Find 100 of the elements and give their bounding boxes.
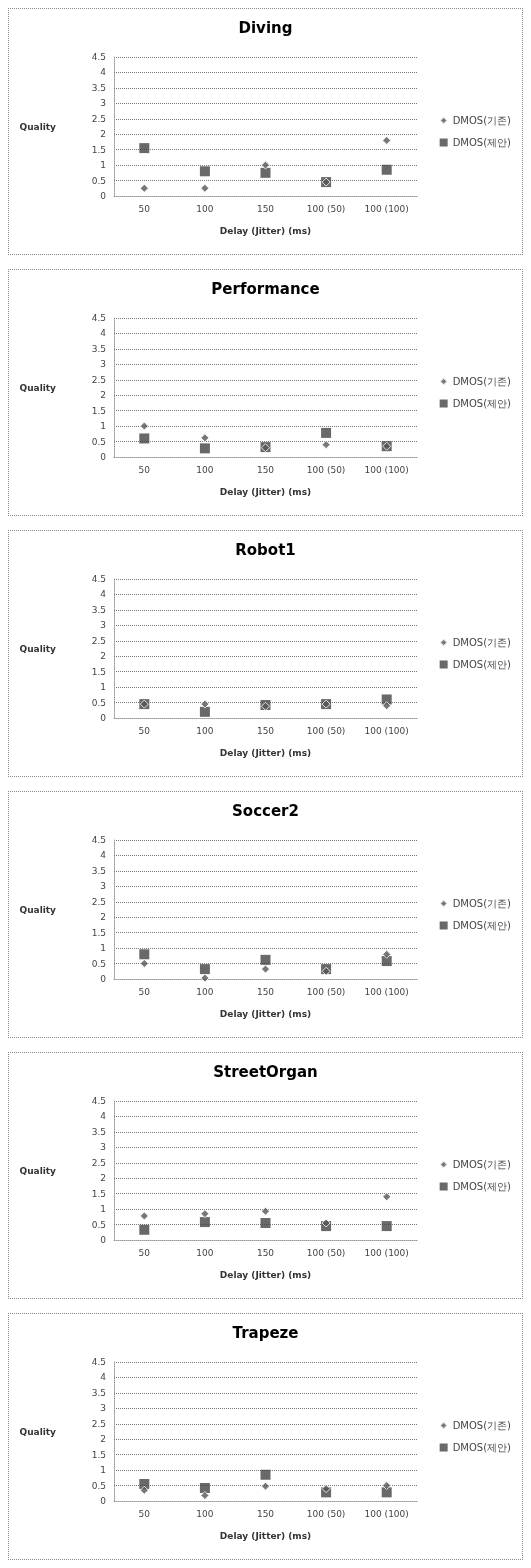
point xyxy=(321,427,332,438)
x-tick-label: 150 xyxy=(256,725,275,736)
legend-label: DMOS(기존) xyxy=(452,1420,512,1431)
point xyxy=(381,956,392,967)
x-axis-title: Delay (Jitter) (ms) xyxy=(219,1269,312,1280)
point xyxy=(382,135,392,145)
x-tick-label: 100 xyxy=(196,1247,214,1258)
point xyxy=(260,1218,271,1229)
y-tick-label: 1.5 xyxy=(91,1449,106,1460)
point xyxy=(260,954,271,965)
chart-title: Trapeze xyxy=(232,1323,299,1342)
point xyxy=(321,440,331,450)
point xyxy=(261,964,270,974)
legend-label: DMOS(기존) xyxy=(452,376,512,387)
y-tick-label: 0.5 xyxy=(91,436,106,447)
x-tick-label: 50 xyxy=(138,725,151,736)
y-tick-label: 3 xyxy=(100,620,106,631)
y-tick-label: 4.5 xyxy=(91,835,106,845)
y-tick-label: 4.5 xyxy=(91,1096,106,1106)
y-axis-title: Quality xyxy=(19,1165,57,1176)
x-axis-title: Delay (Jitter) (ms) xyxy=(219,486,312,497)
y-tick-label: 4.5 xyxy=(91,574,106,584)
y-tick-label: 3 xyxy=(100,1403,106,1414)
x-tick-label: 50 xyxy=(138,1508,151,1519)
x-tick-label: 100 xyxy=(196,986,214,997)
point xyxy=(261,1206,270,1216)
point xyxy=(260,1469,271,1480)
y-tick-label: 4 xyxy=(100,589,107,600)
x-tick-label: 100 (50) xyxy=(306,725,346,736)
y-tick-label: 4 xyxy=(100,1372,107,1383)
y-tick-label: 1 xyxy=(100,1465,106,1476)
y-tick-label: 2.5 xyxy=(91,374,106,385)
x-tick-label: 150 xyxy=(256,203,275,214)
x-tick-label: 50 xyxy=(138,464,151,475)
point xyxy=(261,160,270,170)
y-tick-label: 0 xyxy=(100,1496,107,1506)
point xyxy=(139,421,149,431)
y-axis-title: Quality xyxy=(19,121,57,132)
y-tick-label: 1.5 xyxy=(91,1188,106,1199)
point xyxy=(139,1485,149,1495)
x-axis-title: Delay (Jitter) (ms) xyxy=(219,225,312,236)
y-tick-label: 3 xyxy=(100,359,106,370)
point xyxy=(199,166,210,177)
y-tick-label: 3.5 xyxy=(91,1126,106,1137)
y-tick-label: 0.5 xyxy=(91,1219,106,1230)
point xyxy=(200,1209,210,1219)
y-tick-label: 0.5 xyxy=(91,1480,106,1491)
y-tick-label: 4.5 xyxy=(91,52,106,62)
y-tick-label: 2.5 xyxy=(91,1418,106,1429)
x-tick-label: 50 xyxy=(138,1247,151,1258)
chart-title: Diving xyxy=(238,18,293,37)
x-tick-label: 100 xyxy=(196,464,214,475)
chart-title: Performance xyxy=(211,279,320,298)
point xyxy=(139,433,150,444)
x-tick-label: 100 (50) xyxy=(306,1508,346,1519)
legend-label: DMOS(제안) xyxy=(452,137,512,148)
y-tick-label: 2 xyxy=(100,1173,106,1184)
x-tick-label: 100 (50) xyxy=(306,1247,346,1258)
point xyxy=(200,183,210,193)
point xyxy=(139,1224,150,1235)
legend-label: DMOS(제안) xyxy=(452,659,512,670)
x-tick-label: 100 (50) xyxy=(306,986,346,997)
point xyxy=(321,1218,331,1228)
y-tick-label: 4 xyxy=(100,67,107,78)
point xyxy=(382,1192,392,1202)
point xyxy=(382,949,392,959)
x-axis-title: Delay (Jitter) (ms) xyxy=(219,747,312,758)
point xyxy=(200,973,210,983)
point xyxy=(199,443,210,454)
y-axis-title: Quality xyxy=(19,382,57,393)
y-tick-label: 0 xyxy=(100,713,107,723)
point xyxy=(199,1217,210,1228)
chart-title: Soccer2 xyxy=(232,801,299,820)
legend-label: DMOS(기존) xyxy=(452,115,512,126)
legend-label: DMOS(제안) xyxy=(452,920,512,931)
y-tick-label: 0 xyxy=(100,191,107,201)
x-tick-label: 100 (100) xyxy=(364,725,409,736)
y-tick-label: 2 xyxy=(100,651,106,662)
y-tick-label: 2.5 xyxy=(91,896,106,907)
point xyxy=(321,1484,331,1494)
x-tick-label: 50 xyxy=(138,986,151,997)
point xyxy=(200,433,210,443)
y-tick-label: 3 xyxy=(100,881,106,892)
y-tick-label: 3.5 xyxy=(91,1387,106,1398)
point xyxy=(139,143,150,154)
x-tick-label: 50 xyxy=(138,203,151,214)
legend-label: DMOS(기존) xyxy=(452,898,512,909)
y-tick-label: 2 xyxy=(100,912,106,923)
x-tick-label: 100 xyxy=(196,1508,214,1519)
y-tick-label: 1.5 xyxy=(91,927,106,938)
point xyxy=(199,1483,210,1494)
x-tick-label: 150 xyxy=(256,1247,275,1258)
y-tick-label: 0 xyxy=(100,452,107,462)
x-tick-label: 100 (100) xyxy=(364,203,409,214)
point xyxy=(260,167,271,178)
x-tick-label: 100 (100) xyxy=(364,986,409,997)
x-tick-label: 100 (100) xyxy=(364,1247,409,1258)
legend-label: DMOS(기존) xyxy=(452,1159,512,1170)
point xyxy=(382,1481,392,1491)
y-tick-label: 1.5 xyxy=(91,405,106,416)
